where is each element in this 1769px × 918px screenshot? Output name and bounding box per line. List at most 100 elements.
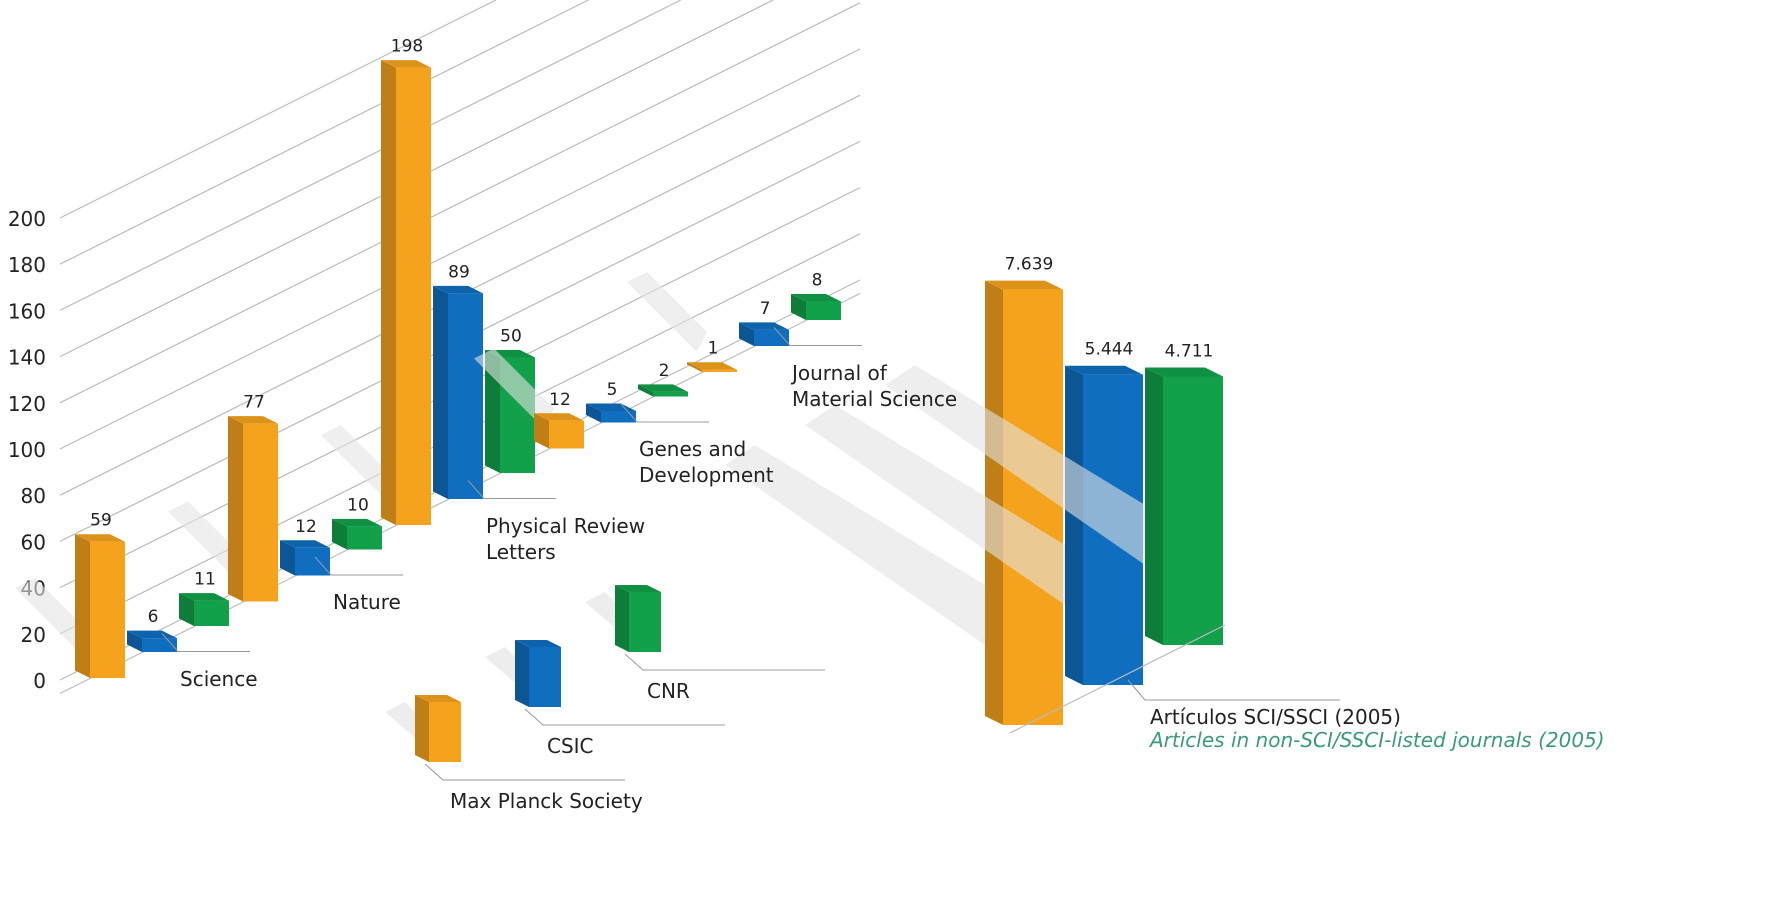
category-label: Nature [333, 590, 401, 614]
legend-swatch-top [515, 640, 561, 647]
legend-swatch [429, 702, 461, 762]
bar-side [534, 413, 549, 449]
bar [448, 293, 483, 499]
legend-label: CNR [647, 679, 690, 703]
bar-top [433, 285, 483, 294]
legend-leader [424, 763, 625, 781]
legend-swatch [629, 592, 661, 652]
value-label: 1 [708, 339, 719, 359]
bar-side [127, 630, 142, 652]
bar-side [228, 416, 243, 602]
bar-side [332, 518, 347, 550]
legend-swatch-top [415, 695, 461, 702]
bar [295, 547, 330, 576]
shadow [627, 272, 707, 352]
legend-leader [624, 653, 825, 671]
value-label: 5 [607, 380, 618, 400]
y-tick-label: 80 [21, 484, 46, 508]
value-label: 11 [194, 570, 216, 590]
value-label: 8 [812, 271, 823, 291]
bar [806, 301, 841, 320]
shadow [885, 365, 1145, 565]
bar [549, 420, 584, 449]
bar-top [586, 403, 636, 411]
y-tick-label: 0 [33, 669, 46, 693]
y-tick-label: 160 [8, 299, 46, 323]
value-label: 198 [391, 37, 423, 57]
bar [142, 638, 177, 652]
leader-line [620, 403, 709, 423]
bar [347, 526, 382, 550]
value-label: 7 [760, 299, 771, 319]
bar [194, 600, 229, 626]
value-label: 4.711 [1165, 341, 1214, 361]
bar-top [75, 534, 125, 542]
y-tick-label: 100 [8, 438, 46, 462]
bar-side [687, 362, 702, 372]
bar-side [1145, 367, 1163, 645]
leader-line [1127, 679, 1340, 701]
bar [653, 391, 688, 397]
category-label: Journal of Material Science [792, 360, 958, 411]
value-label: 7.639 [1005, 255, 1054, 275]
leader-line [161, 633, 250, 652]
grid-line [59, 0, 682, 311]
y-tick-label: 200 [8, 207, 46, 231]
grid-line [59, 48, 861, 450]
value-label: 77 [243, 393, 265, 413]
bar-top [228, 416, 278, 424]
bar [396, 67, 431, 526]
bar-side [75, 534, 90, 678]
bar-top [985, 280, 1063, 290]
value-label: 50 [500, 327, 522, 347]
bar-side [586, 403, 601, 423]
shadow [805, 405, 1065, 605]
bar [1163, 376, 1223, 645]
grid-line [59, 2, 861, 404]
bar [1003, 289, 1063, 725]
bar-top [1065, 365, 1143, 375]
bar-side [280, 540, 295, 576]
y-tick-label: 120 [8, 392, 46, 416]
shadow [474, 348, 554, 429]
bar-top [179, 593, 229, 601]
bar-side [1065, 365, 1083, 685]
legend-swatch-side [415, 695, 429, 762]
bar [702, 369, 737, 372]
y-tick-label: 20 [21, 623, 46, 647]
shadow [725, 445, 985, 645]
value-label: 89 [448, 262, 470, 282]
leader-line [467, 480, 556, 499]
bar-top [638, 384, 688, 392]
bar-side [179, 593, 194, 626]
legend-swatch-side [515, 640, 529, 707]
grid-line [59, 0, 589, 265]
bar-top [332, 518, 382, 527]
y-tick-label: 140 [8, 346, 46, 370]
bar-side [381, 60, 396, 526]
value-label: 59 [90, 511, 112, 531]
y-tick-label: 60 [21, 530, 46, 554]
category-label: Physical Review Letters [486, 513, 646, 564]
category-label: Genes and Development [639, 437, 774, 487]
legend-swatch [529, 647, 561, 707]
legend-swatch-side [615, 585, 629, 652]
bar-side [791, 294, 806, 320]
bar [90, 541, 125, 678]
value-label: 10 [347, 495, 369, 515]
chart-title: Artículos SCI/SSCI (2005) [1150, 705, 1401, 729]
chart-subtitle: Articles in non-SCI/SSCI-listed journals… [1150, 728, 1605, 752]
bar-top [687, 362, 737, 370]
value-label: 5.444 [1085, 340, 1134, 360]
value-label: 6 [148, 607, 159, 627]
value-label: 2 [659, 361, 670, 381]
legend-leader [524, 708, 725, 726]
grid-line [59, 0, 497, 219]
bar-top [791, 294, 841, 302]
y-tick-label: 180 [8, 253, 46, 277]
value-label: 12 [295, 517, 317, 537]
bar-top [534, 413, 584, 421]
leader-line [314, 556, 403, 576]
legend-label: CSIC [547, 734, 594, 758]
